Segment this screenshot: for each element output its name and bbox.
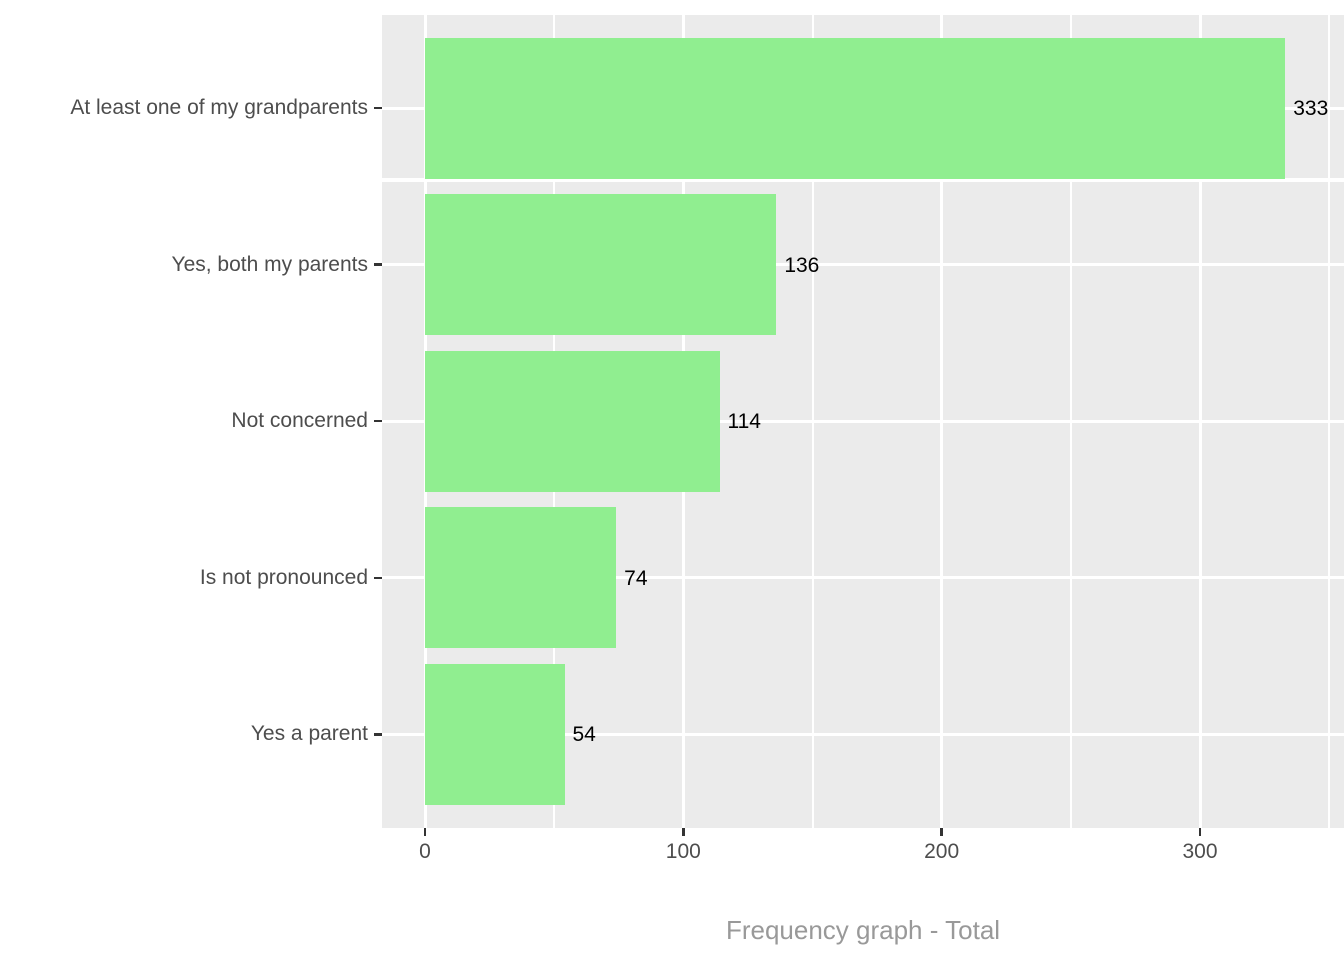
x-axis-tick [1198, 828, 1202, 836]
bar-value-label: 74 [624, 566, 648, 590]
y-axis-tick [374, 576, 382, 580]
y-axis-tick [374, 419, 382, 423]
y-axis-tick [374, 733, 382, 736]
y-gridline-major [382, 419, 1344, 423]
y-gridline-major [382, 263, 1344, 267]
x-axis-tick [423, 828, 427, 836]
x-axis-tick-label: 200 [924, 840, 960, 863]
y-axis-tick [374, 263, 382, 266]
x-axis-tick [940, 828, 943, 836]
bar [425, 663, 565, 805]
x-axis-tick-label: 100 [665, 840, 701, 863]
x-axis-tick-label: 0 [419, 840, 431, 863]
bar-value-label: 333 [1293, 97, 1329, 120]
y-axis-tick [374, 106, 382, 110]
y-axis-tick-label: Not concerned [231, 409, 368, 433]
bar [425, 194, 777, 336]
y-gridline-major [382, 576, 1344, 580]
y-axis-tick-label: At least one of my grandparents [70, 96, 368, 119]
bar [425, 507, 617, 649]
x-axis-tick [682, 828, 685, 836]
x-axis-tick-label: 300 [1182, 840, 1218, 863]
y-axis-tick-label: Is not pronounced [199, 565, 368, 589]
bar-value-label: 54 [572, 723, 596, 747]
bar [425, 350, 720, 492]
bar [425, 37, 1286, 179]
y-gridline-minor [382, 178, 1344, 182]
plot-panel: 333 136 114 74 54 [382, 15, 1344, 828]
x-axis-title: Frequency graph - Total [725, 915, 1001, 945]
y-axis-tick-label: Yes a parent [250, 722, 368, 746]
y-axis-tick-label: Yes, both my parents [171, 252, 368, 276]
bar-value-label: 114 [727, 410, 761, 434]
y-gridline-major [382, 732, 1344, 736]
bar-value-label: 136 [784, 253, 820, 277]
